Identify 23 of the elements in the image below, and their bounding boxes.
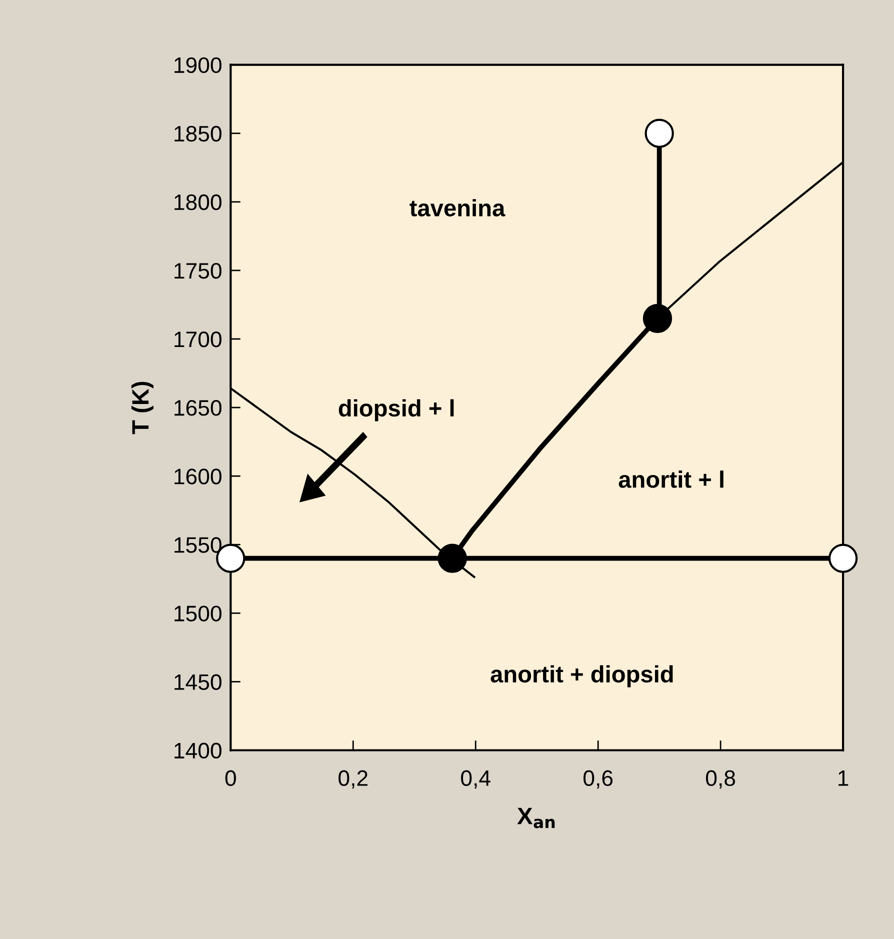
y-tick-label: 1700 <box>174 332 222 348</box>
x-tick-label: 0,8 <box>706 770 736 789</box>
x-tick-label: 1 <box>838 770 848 786</box>
y-tick-label: 1400 <box>174 742 222 759</box>
x-tick-label: 0,2 <box>338 770 368 789</box>
annotation: anortit + l <box>618 470 724 488</box>
y-tick-label: 1450 <box>174 674 222 690</box>
y-tick-label: 1650 <box>174 400 222 416</box>
x-tick-label: 0,4 <box>461 770 490 789</box>
annotation: tavenina <box>410 199 506 216</box>
y-tick-label: 1850 <box>174 126 222 142</box>
y-tick-label: 1800 <box>174 194 222 210</box>
x-tick-label: 0,6 <box>584 770 613 789</box>
annotation: diopsid + l <box>338 399 454 422</box>
x-axis-title: X$_{an}$ <box>517 808 555 828</box>
y-tick-label: 1900 <box>174 57 222 74</box>
y-tick-label: 1750 <box>174 262 222 279</box>
y-tick-label: 1550 <box>174 537 222 553</box>
x-tick-label: 0 <box>225 770 236 786</box>
y-axis-title: T (K) <box>131 382 154 434</box>
annotation: anortit + diopsid <box>490 665 673 688</box>
y-tick-label: 1500 <box>174 606 222 622</box>
y-tick-label: 1600 <box>174 468 222 484</box>
